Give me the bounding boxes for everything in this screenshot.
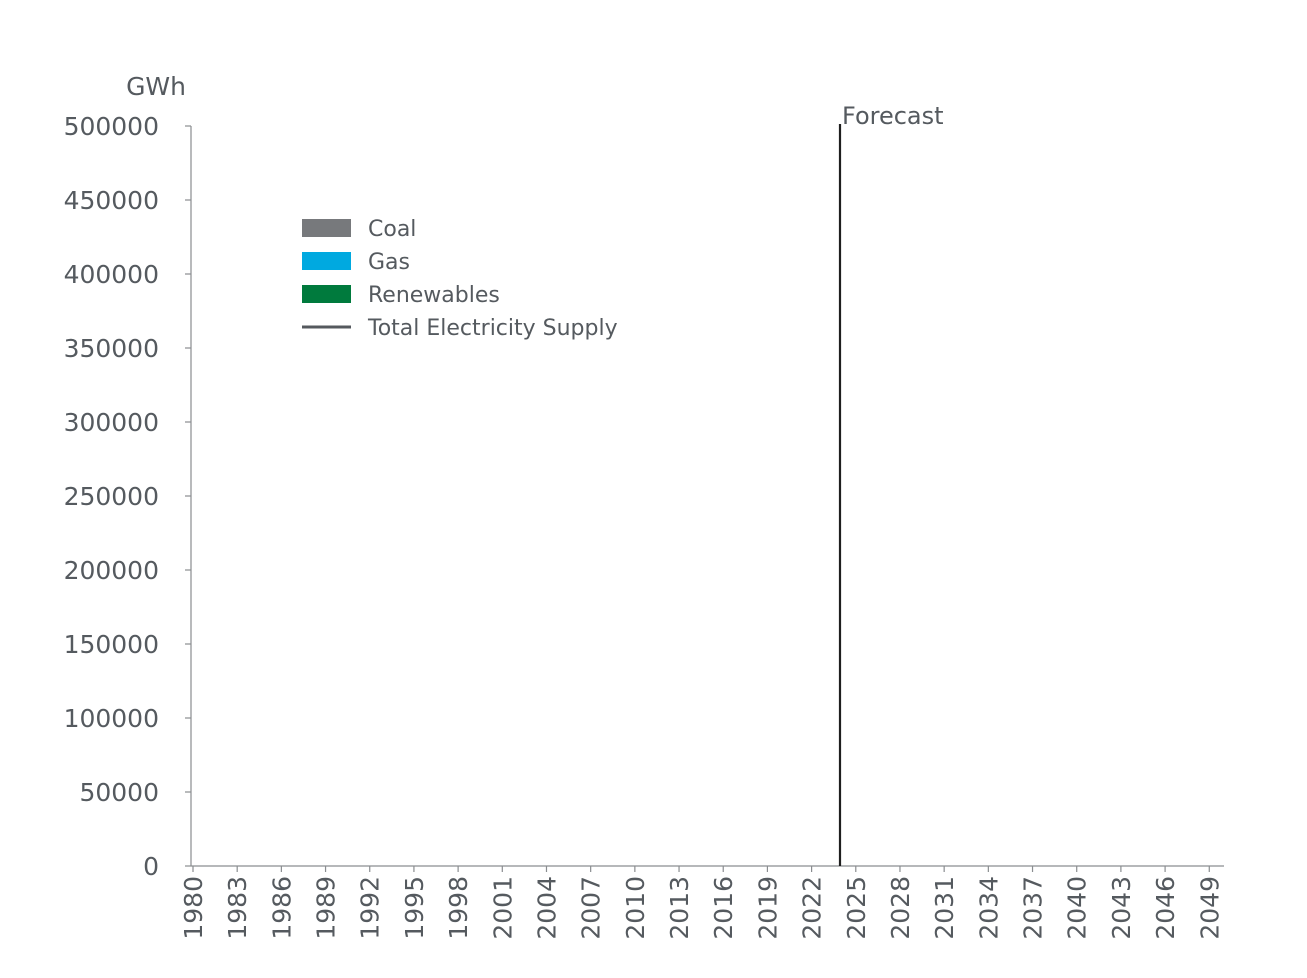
y-tick-label: 200000 [64, 556, 159, 585]
x-tick-label: 1992 [356, 876, 385, 940]
y-tick-label: 150000 [64, 630, 159, 659]
x-tick-label: 2007 [577, 876, 606, 940]
y-tick-label: 450000 [64, 186, 159, 215]
x-tick-label: 2046 [1151, 876, 1180, 940]
x-tick-label: 2043 [1107, 876, 1136, 940]
x-tick-label: 2001 [488, 876, 517, 940]
y-tick-label: 50000 [79, 778, 159, 807]
x-tick-label: 2016 [709, 876, 738, 940]
y-tick-label: 0 [143, 852, 159, 881]
forecast-label: Forecast [842, 102, 944, 130]
x-tick-label: 1998 [444, 876, 473, 940]
y-axis: GWh 0 50000 100000 150000 200000 250000 300000 3… [64, 72, 192, 881]
x-tick-label: 2022 [798, 876, 827, 940]
legend-item: Gas [302, 250, 410, 275]
forecast-marker: Forecast [838, 102, 944, 866]
legend-swatch [302, 252, 351, 270]
x-tick-label: 1989 [312, 876, 341, 940]
legend-label: Total Electricity Supply [367, 316, 618, 341]
x-tick-label: 1986 [267, 876, 296, 940]
legend-item: Coal [302, 217, 416, 242]
x-tick-label: 2004 [532, 876, 561, 940]
x-tick-label: 2040 [1063, 876, 1092, 940]
y-tick-label: 250000 [64, 482, 159, 511]
y-tick-label: 350000 [64, 334, 159, 363]
x-tick-label: 2034 [974, 876, 1003, 940]
y-tick-label: 100000 [64, 704, 159, 733]
x-tick-label: 2010 [621, 876, 650, 940]
legend: Coal Gas Renewables Total Electricity Suppl… [302, 217, 618, 341]
y-axis-label: GWh [126, 72, 186, 101]
x-tick-label: 2025 [842, 876, 871, 940]
x-tick-label: 2031 [930, 876, 959, 940]
x-tick-label: 2019 [753, 876, 782, 940]
y-tick-label: 300000 [64, 408, 159, 437]
x-tick-label: 2037 [1019, 876, 1048, 940]
legend-item: Renewables [302, 283, 500, 308]
legend-label: Renewables [368, 283, 500, 308]
legend-swatch [302, 219, 351, 237]
legend-item: Total Electricity Supply [302, 316, 618, 341]
x-tick-label: 2028 [886, 876, 915, 940]
y-tick-label: 400000 [64, 260, 159, 289]
x-tick-label: 2013 [665, 876, 694, 940]
x-axis: 1980 1983 1986 1989 1992 1995 1998 2001 2004 2007… [179, 865, 1224, 940]
x-tick-label: 1995 [400, 876, 429, 940]
y-tick-label: 500000 [64, 112, 159, 141]
legend-label: Coal [368, 217, 416, 242]
x-tick-label: 1983 [223, 876, 252, 940]
x-tick-label: 1980 [179, 876, 208, 940]
legend-swatch [302, 285, 351, 303]
x-tick-label: 2049 [1195, 876, 1224, 940]
legend-label: Gas [368, 250, 410, 275]
